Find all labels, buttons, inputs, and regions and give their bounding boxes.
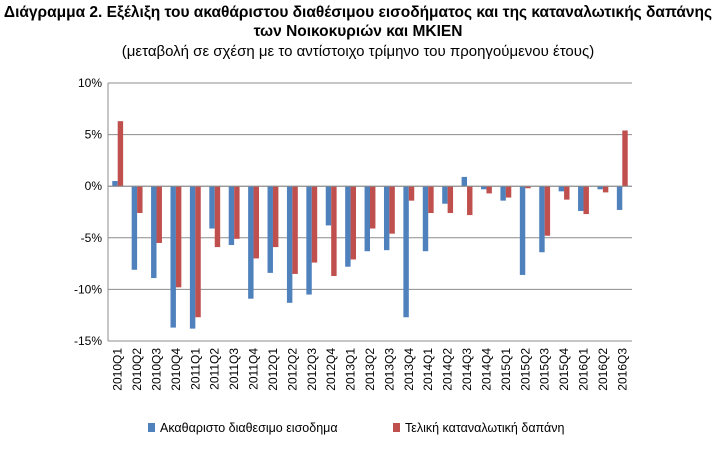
legend: Ακαθαριστο διαθεσιμο εισοδημα Τελική κατα… [148,421,564,435]
bar-consumption-2013Q3 [389,186,395,234]
bar-consumption-2011Q2 [214,186,221,248]
bar-income-2012Q2 [286,186,293,303]
x-tick-label: 2014Q4 [479,348,493,391]
x-tick-label: 2011Q3 [227,348,241,390]
bar-income-2010Q2 [131,186,138,270]
bar-income-2011Q2 [209,186,215,229]
x-tick-label: 2011Q1 [188,348,202,390]
bar-consumption-2015Q1 [505,186,512,198]
y-tick-label: -10% [74,282,102,296]
y-tick-label: 0% [85,179,103,193]
bar-income-2011Q4 [248,186,254,299]
bar-consumption-2011Q3 [234,186,240,239]
x-tick-label: 2014Q2 [441,348,455,391]
bar-income-2013Q4 [403,186,409,318]
bar-consumption-2014Q3 [467,186,473,216]
x-tick-label: 2013Q4 [402,348,416,391]
bar-consumption-2014Q2 [447,186,454,214]
bar-income-2014Q3 [461,176,468,187]
y-tick-label: 5% [85,128,103,142]
bars [108,121,632,329]
chart-subtitle: (μεταβολή σε σχέση με το αντίστοιχο τρίμ… [121,43,595,60]
x-tick-label: 2012Q3 [305,348,319,391]
chart-title: Διάγραμμα 2. Εξέλιξη του ακαθάριστου δια… [3,4,713,40]
bar-income-2015Q2 [519,186,526,275]
bar-consumption-2010Q2 [137,186,143,214]
bar-income-2013Q1 [345,186,351,267]
bar-consumption-2012Q1 [272,186,279,248]
y-axis-ticks: 10% 5% 0% -5% -10% -15% [74,76,102,348]
x-tick-label: 2013Q3 [382,348,396,391]
bar-income-2010Q3 [151,186,157,279]
bar-income-2015Q4 [558,186,565,192]
bar-consumption-2014Q1 [428,186,434,214]
bar-consumption-2012Q2 [292,186,298,274]
bar-consumption-2015Q2 [525,186,531,189]
bar-income-2012Q1 [267,186,273,273]
bar-consumption-2016Q3 [622,130,628,187]
bar-income-2014Q1 [422,186,429,252]
x-tick-label: 2015Q4 [557,348,571,391]
bar-income-2013Q2 [364,186,370,252]
bar-consumption-2010Q1 [117,121,124,187]
bar-consumption-2013Q1 [350,186,357,260]
x-tick-label: 2014Q1 [421,348,435,391]
x-tick-label: 2011Q2 [208,348,222,390]
legend-label: Τελική καταναλωτική δαπάνη [405,421,564,435]
y-tick-label: -5% [81,231,103,245]
bar-income-2014Q2 [442,186,448,204]
x-tick-label: 2010Q4 [169,348,183,391]
bar-consumption-2012Q4 [331,186,337,276]
bar-consumption-2016Q2 [602,186,609,193]
bar-income-2011Q3 [228,186,235,246]
bar-income-2015Q1 [500,186,506,201]
x-tick-label: 2010Q2 [130,348,144,391]
y-tick-label: 10% [78,76,102,90]
bar-income-2014Q4 [481,186,487,190]
x-tick-label: 2014Q3 [460,348,474,391]
bar-income-2010Q4 [170,186,176,328]
bar-consumption-2016Q1 [583,186,589,215]
x-tick-label: 2012Q1 [266,348,280,391]
x-tick-label: 2012Q2 [285,348,299,391]
x-tick-label: 2016Q3 [615,348,629,391]
x-tick-label: 2010Q1 [111,348,125,391]
legend-label: Ακαθαριστο διαθεσιμο εισοδημα [160,421,338,435]
bar-income-2010Q1 [112,181,118,187]
x-tick-label: 2015Q3 [538,348,552,391]
x-tick-label: 2011Q4 [247,348,261,390]
bar-income-2013Q3 [383,186,390,251]
bar-consumption-2010Q3 [156,186,162,243]
bar-consumption-2010Q4 [175,186,182,288]
bar-income-2016Q3 [616,186,623,210]
bar-consumption-2011Q1 [195,186,201,318]
bar-income-2011Q1 [189,186,196,329]
bar-consumption-2012Q3 [311,186,318,263]
bar-income-2015Q3 [539,186,545,253]
x-tick-label: 2015Q1 [499,348,513,391]
x-axis-ticks: 2010Q1 2010Q2 2010Q3 2010Q4 2011Q1 2011Q2 2011… [111,348,630,391]
x-tick-label: 2012Q4 [324,348,338,391]
x-tick-label: 2013Q1 [344,348,358,391]
x-tick-label: 2010Q3 [150,348,164,391]
bar-consumption-2015Q3 [544,186,551,236]
x-tick-label: 2016Q2 [596,348,610,391]
bar-income-2012Q4 [325,186,332,226]
bar-income-2016Q2 [597,186,603,190]
bar-consumption-2015Q4 [564,186,570,200]
x-tick-label: 2013Q2 [363,348,377,391]
bar-consumption-2013Q2 [370,186,376,229]
bar-income-2012Q3 [306,186,312,295]
x-tick-label: 2016Q1 [576,348,590,391]
x-tick-label: 2015Q2 [518,348,532,391]
bar-consumption-2013Q4 [408,186,415,201]
bar-consumption-2011Q4 [253,186,259,259]
bar-income-2016Q1 [578,186,584,211]
legend-swatch [148,423,155,432]
legend-swatch [393,423,400,432]
bar-consumption-2014Q4 [486,186,492,194]
y-tick-label: -15% [74,334,102,348]
